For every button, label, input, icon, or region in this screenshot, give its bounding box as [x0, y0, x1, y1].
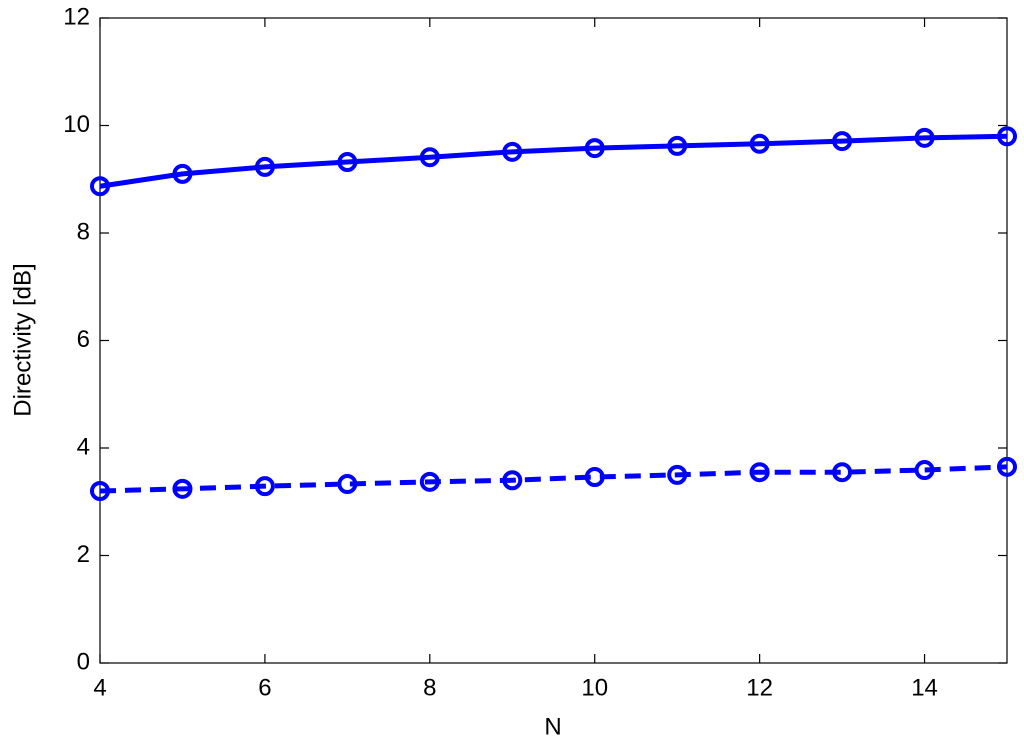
marker: [502, 141, 523, 162]
y-tick-label: 6: [77, 326, 90, 353]
plot-box: [99, 17, 1008, 664]
x-tick-label: 6: [258, 674, 271, 701]
marker: [254, 156, 275, 177]
y-tick-label: 2: [77, 541, 90, 568]
marker: [832, 462, 853, 483]
marker: [914, 127, 935, 148]
y-axis-label: Directivity [dB]: [9, 263, 36, 416]
marker: [584, 467, 605, 488]
marker: [90, 481, 110, 501]
marker: [832, 131, 853, 152]
marker: [337, 152, 358, 173]
marker: [337, 474, 358, 495]
marker: [997, 126, 1017, 147]
marker: [254, 476, 275, 497]
marker: [997, 456, 1017, 477]
marker: [419, 147, 440, 168]
marker: [90, 176, 110, 197]
x-tick-label: 8: [423, 674, 436, 701]
marker: [914, 460, 935, 481]
marker: [749, 133, 770, 154]
marker: [667, 464, 688, 485]
x-tick-label: 4: [93, 674, 106, 701]
marker: [502, 470, 523, 491]
marker: [172, 163, 193, 184]
marker: [749, 462, 770, 483]
y-tick-label: 0: [77, 648, 90, 675]
x-axis-label: N: [544, 713, 561, 740]
marker: [584, 138, 605, 159]
y-tick-label: 4: [77, 433, 90, 460]
marker: [667, 135, 688, 156]
y-tick-label: 8: [77, 218, 90, 245]
x-tick-label: 14: [911, 674, 938, 701]
series-line: [99, 133, 1008, 189]
series-line: [99, 464, 1008, 494]
x-tick-label: 10: [581, 674, 608, 701]
x-tick-label: 12: [746, 674, 773, 701]
y-tick-label: 12: [63, 3, 90, 30]
marker: [172, 478, 193, 499]
marker: [419, 471, 440, 492]
y-tick-label: 10: [63, 111, 90, 138]
